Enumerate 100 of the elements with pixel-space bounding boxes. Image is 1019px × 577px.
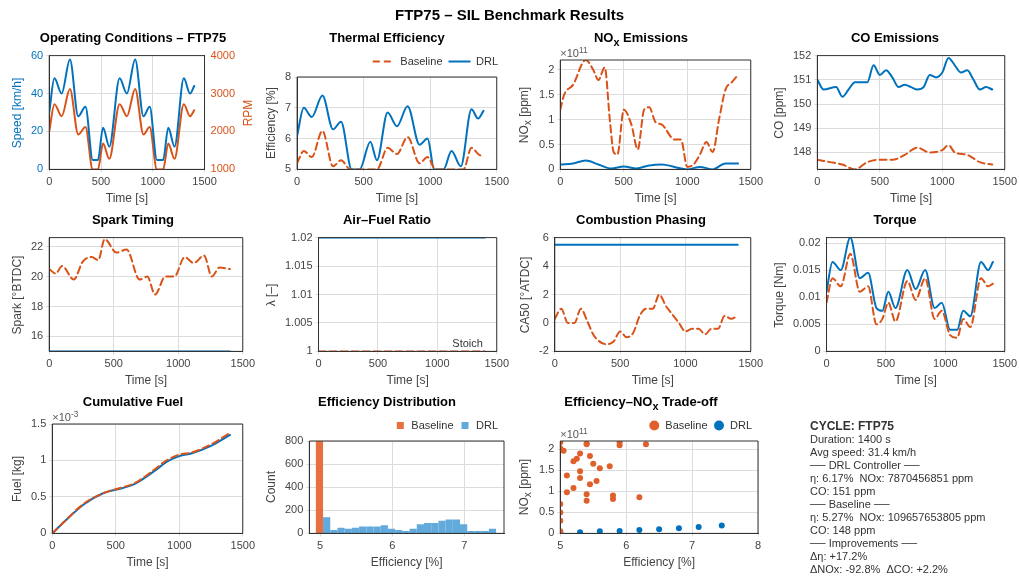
y-tick-label: 0.015: [793, 263, 821, 276]
legend-label: DRL: [729, 418, 753, 431]
text: Avg speed: 31.4 km/h: [810, 446, 918, 459]
y-tick-label: 5: [284, 162, 292, 175]
chart-title: NO$_{x}$ Emissions: [592, 30, 690, 48]
x-axis-title: Time [s]: [105, 191, 148, 206]
text: ΔNOx: -92.8% ΔCO: +2.2%: [810, 563, 949, 576]
x-tick-label: 5: [557, 539, 564, 552]
y-tick-label: 0.005: [793, 317, 821, 330]
x-tick-label: 1000: [673, 357, 698, 370]
y-tick-label: 0.01: [799, 290, 821, 303]
y-tick-label: 600: [284, 457, 304, 470]
y-tick-label: 20: [30, 269, 44, 282]
y-tick-label: 2: [542, 287, 549, 300]
legend-label: DRL: [475, 54, 499, 67]
y-tick-label: 1: [40, 453, 47, 466]
chart-title: Operating Conditions – FTP75: [38, 30, 228, 45]
y-tick-label: 150: [792, 97, 812, 110]
x-tick-label: 1000: [166, 357, 191, 370]
y-tick-label: 4: [542, 259, 549, 272]
x-tick-label: 500: [870, 175, 889, 188]
x-tick-label: 1500: [738, 175, 764, 188]
y-tick-label: 2: [548, 442, 555, 455]
x-axis-title: Efficiency [%]: [370, 555, 443, 570]
x-tick-label: 1000: [417, 175, 443, 188]
y-tick-label: 2: [548, 62, 555, 75]
y-tick-label: 1.5: [30, 417, 47, 430]
y-tick-label: 200: [284, 503, 304, 516]
chart-title: Cumulative Fuel: [81, 394, 185, 409]
annotation: Stoich: [452, 337, 483, 350]
x-tick-label: 6: [389, 539, 396, 552]
text: ── DRL Controller ──: [810, 459, 921, 472]
y-tick-label: 20: [30, 124, 44, 137]
y-tick-label: 0.5: [30, 489, 47, 502]
x-tick-label: 500: [104, 357, 123, 370]
y-tick-label: 7: [284, 100, 292, 113]
y-tick-label: 1.5: [538, 87, 555, 100]
y-axis-title: Speed [km/h]: [10, 77, 24, 148]
x-tick-label: 1500: [192, 175, 217, 188]
y-tick-label: 0: [37, 162, 44, 175]
x-tick-label: 7: [461, 539, 468, 552]
x-tick-label: 1000: [425, 357, 450, 370]
x-tick-label: 500: [610, 357, 630, 370]
y-tick-label: 800: [284, 434, 304, 447]
y2-tick-label: 2000: [210, 124, 236, 137]
y-tick-label: 1.005: [285, 315, 313, 328]
x-tick-label: 500: [368, 357, 388, 370]
y-tick-label: 1: [548, 112, 555, 125]
y2-tick-label: 1000: [210, 162, 236, 175]
y-tick-label: -2: [539, 344, 549, 357]
x-tick-label: 0: [49, 539, 56, 552]
y-tick-label: 151: [792, 72, 812, 85]
y-tick-label: 6: [284, 131, 292, 144]
y-tick-label: 0.5: [538, 505, 555, 518]
text: FTP75 – SIL Benchmark Results: [394, 6, 625, 23]
text: ── Baseline ──: [810, 498, 891, 511]
y2-axis-title: RPM: [241, 99, 255, 126]
x-tick-label: 500: [876, 357, 896, 370]
y-tick-label: 0: [548, 162, 555, 175]
x-axis-title: Efficiency [%]: [623, 555, 696, 570]
y2-tick-label: 4000: [210, 48, 236, 61]
x-axis-title: Time [s]: [631, 373, 674, 388]
y-tick-label: 6: [542, 230, 549, 243]
x-tick-label: 0: [315, 357, 322, 370]
y-axis-title: λ [–]: [264, 283, 278, 306]
x-tick-label: 6: [623, 539, 630, 552]
legend-label: Baseline: [400, 54, 443, 67]
chart-title: Efficiency–NO$_{x}$ Trade-off: [563, 394, 719, 412]
chart-title: Combustion Phasing: [575, 212, 707, 227]
y-tick-label: 152: [792, 48, 812, 61]
y-axis-title: Count: [264, 471, 278, 504]
text: η: 5.27% NOx: 109657653805 ppm: [810, 511, 986, 524]
chart-title: Thermal Efficiency: [328, 30, 446, 45]
legend-label: Baseline: [665, 418, 708, 431]
x-axis-title: Time [s]: [894, 373, 937, 388]
y-tick-label: 8: [284, 70, 292, 83]
y-tick-label: 400: [284, 480, 304, 493]
x-tick-label: 1000: [167, 539, 192, 552]
x-tick-label: 1500: [230, 357, 256, 370]
x-axis-title: Time [s]: [375, 191, 419, 206]
y-tick-label: 18: [30, 299, 44, 312]
x-tick-label: 1500: [738, 357, 764, 370]
x-tick-label: 1000: [140, 175, 166, 188]
x-tick-label: 5: [317, 539, 324, 552]
y-tick-label: 0: [542, 315, 549, 328]
y-tick-label: 149: [792, 121, 812, 134]
text: Δη: +17.2%: [810, 550, 869, 563]
chart-title: Efficiency Distribution: [317, 394, 457, 409]
x-tick-label: 1000: [933, 357, 958, 370]
y-tick-label: 0: [548, 526, 555, 539]
x-tick-label: 1500: [992, 357, 1018, 370]
x-tick-label: 8: [754, 539, 762, 552]
y-axis-title: CO [ppm]: [772, 86, 786, 139]
chart-title: Spark Timing: [90, 212, 176, 227]
chart-title: Air–Fuel Ratio: [341, 212, 433, 227]
x-tick-label: 1500: [230, 539, 256, 552]
y-tick-label: 1: [548, 484, 555, 497]
y2-tick-label: 3000: [210, 86, 236, 99]
text: Duration: 1400 s: [810, 433, 892, 446]
x-tick-label: 1500: [484, 357, 510, 370]
